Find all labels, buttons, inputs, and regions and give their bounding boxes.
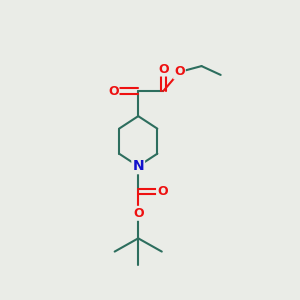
Text: O: O <box>133 207 143 220</box>
Text: O: O <box>108 85 119 98</box>
Text: O: O <box>174 65 185 79</box>
Text: O: O <box>157 185 168 198</box>
Text: O: O <box>158 62 169 76</box>
Text: N: N <box>132 159 144 173</box>
